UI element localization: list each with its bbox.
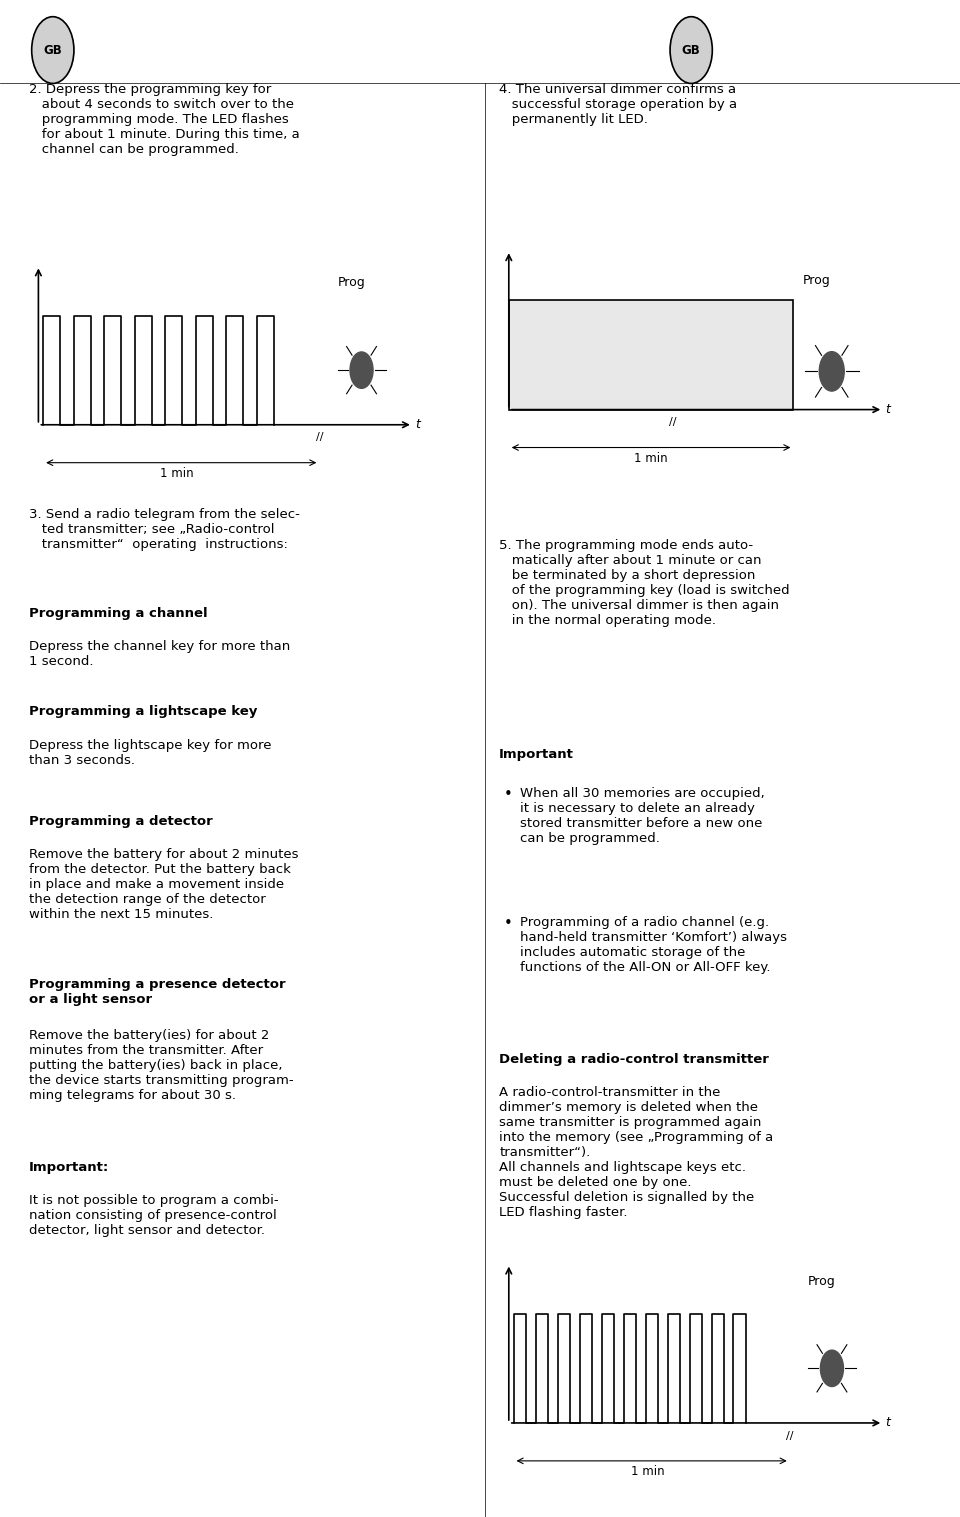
Text: 1 min: 1 min — [631, 1465, 664, 1479]
Text: Programming of a radio channel (e.g.
hand-held transmitter ‘Komfort’) always
inc: Programming of a radio channel (e.g. han… — [520, 916, 787, 974]
Circle shape — [670, 17, 712, 83]
Text: //: // — [786, 1431, 794, 1441]
Text: 1 min: 1 min — [160, 467, 194, 481]
Text: Depress the channel key for more than
1 second.: Depress the channel key for more than 1 … — [29, 640, 290, 667]
Text: GB: GB — [43, 44, 62, 56]
Text: Prog: Prog — [338, 276, 366, 290]
Text: t: t — [885, 1417, 891, 1429]
Text: //: // — [669, 417, 677, 428]
Text: It is not possible to program a combi-
nation consisting of presence-control
det: It is not possible to program a combi- n… — [29, 1194, 278, 1236]
Text: t: t — [885, 404, 891, 416]
Text: Programming a presence detector
or a light sensor: Programming a presence detector or a lig… — [29, 978, 285, 1006]
Text: 2. Depress the programming key for
   about 4 seconds to switch over to the
   p: 2. Depress the programming key for about… — [29, 83, 300, 156]
Text: •: • — [504, 916, 513, 931]
Bar — [509, 300, 793, 410]
Text: 1 min: 1 min — [635, 452, 668, 466]
Text: 5. The programming mode ends auto-
   matically after about 1 minute or can
   b: 5. The programming mode ends auto- matic… — [499, 539, 790, 627]
Circle shape — [32, 17, 74, 83]
Text: Important: Important — [499, 748, 574, 762]
Text: GB: GB — [682, 44, 701, 56]
Text: Depress the lightscape key for more
than 3 seconds.: Depress the lightscape key for more than… — [29, 739, 272, 766]
Text: A radio-control-transmitter in the
dimmer’s memory is deleted when the
same tran: A radio-control-transmitter in the dimme… — [499, 1086, 774, 1220]
Text: Prog: Prog — [808, 1274, 836, 1288]
Text: Remove the battery(ies) for about 2
minutes from the transmitter. After
putting : Remove the battery(ies) for about 2 minu… — [29, 1029, 294, 1101]
Text: Programming a lightscape key: Programming a lightscape key — [29, 705, 257, 719]
Text: When all 30 memories are occupied,
it is necessary to delete an already
stored t: When all 30 memories are occupied, it is… — [520, 787, 765, 845]
Text: Prog: Prog — [803, 275, 830, 287]
Text: •: • — [504, 787, 513, 802]
Text: Deleting a radio-control transmitter: Deleting a radio-control transmitter — [499, 1053, 769, 1066]
Text: Programming a channel: Programming a channel — [29, 607, 207, 620]
Text: 3. Send a radio telegram from the selec-
   ted transmitter; see „Radio-control
: 3. Send a radio telegram from the selec-… — [29, 508, 300, 551]
Text: Important:: Important: — [29, 1161, 109, 1174]
Circle shape — [819, 352, 844, 391]
Text: Programming a detector: Programming a detector — [29, 815, 212, 828]
Circle shape — [821, 1350, 844, 1387]
Text: t: t — [415, 419, 420, 431]
Text: 4. The universal dimmer confirms a
   successful storage operation by a
   perma: 4. The universal dimmer confirms a succe… — [499, 83, 737, 126]
Text: //: // — [316, 432, 324, 443]
Circle shape — [350, 352, 373, 388]
Text: Remove the battery for about 2 minutes
from the detector. Put the battery back
i: Remove the battery for about 2 minutes f… — [29, 848, 299, 921]
